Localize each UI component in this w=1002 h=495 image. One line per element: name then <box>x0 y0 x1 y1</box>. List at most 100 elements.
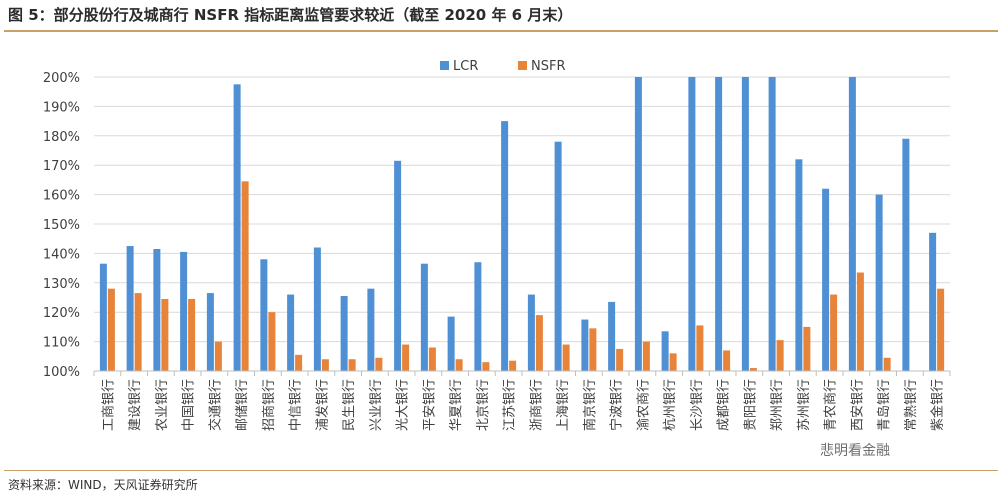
bar-nsfr <box>535 315 543 371</box>
bar-lcr <box>527 294 535 371</box>
bar-lcr <box>902 138 910 371</box>
title-rule <box>4 30 998 32</box>
category-label: 平安银行 <box>422 379 437 431</box>
bar-nsfr <box>749 368 757 371</box>
axes <box>93 370 951 376</box>
bar-nsfr <box>669 353 677 371</box>
bar-chart: 100% 110% 120% 130% 140% 150% 160% 170% 180% 190%… <box>43 59 951 431</box>
y-tick-label: 150% <box>43 218 80 233</box>
bar-nsfr <box>776 340 784 371</box>
watermark: 悲明看金融 <box>820 443 890 459</box>
figure-title: 图 5：部分股份行及城商行 NSFR 指标距离监管要求较近（截至 2020 年 … <box>8 6 573 24</box>
y-tick-label: 190% <box>43 100 80 115</box>
category-label: 成都银行 <box>717 379 732 431</box>
bar-lcr <box>875 194 883 371</box>
bar-nsfr <box>616 348 624 371</box>
bar-lcr <box>848 77 856 371</box>
y-tick-label: 160% <box>43 189 80 204</box>
category-label: 西安银行 <box>850 379 865 431</box>
bar-nsfr <box>188 298 196 371</box>
bar-lcr <box>313 247 321 371</box>
category-label: 上海银行 <box>556 379 571 431</box>
category-label: 青农商行 <box>824 379 839 431</box>
category-label: 浦发银行 <box>314 379 330 431</box>
bar-nsfr <box>642 341 650 371</box>
bar-nsfr <box>455 359 463 371</box>
bar-lcr <box>447 316 455 371</box>
bar-nsfr <box>482 362 490 371</box>
bars <box>99 77 945 371</box>
bar-lcr <box>822 188 830 371</box>
category-label: 农业银行 <box>155 379 170 431</box>
legend-swatch-lcr <box>440 61 449 70</box>
bar-nsfr <box>321 359 329 371</box>
category-label: 中信银行 <box>289 379 304 431</box>
category-label: 贵阳银行 <box>743 379 758 431</box>
bar-nsfr <box>696 325 704 371</box>
y-tick-label: 130% <box>43 277 80 292</box>
category-label: 交通银行 <box>207 379 223 431</box>
bar-lcr <box>474 262 482 371</box>
bar-nsfr <box>295 354 303 371</box>
bar-nsfr <box>134 293 142 371</box>
category-label: 紫金银行 <box>930 379 946 431</box>
bar-nsfr <box>214 341 222 371</box>
grid-lines <box>94 76 950 343</box>
bar-nsfr <box>107 288 115 371</box>
y-tick-label: 140% <box>43 247 80 262</box>
y-tick-label: 200% <box>43 71 80 86</box>
bar-lcr <box>153 248 161 371</box>
bar-lcr <box>340 296 348 371</box>
category-label: 民生银行 <box>342 379 357 431</box>
bar-lcr <box>180 251 188 371</box>
bar-lcr <box>795 159 803 371</box>
category-label: 工商银行 <box>101 379 116 431</box>
bar-lcr <box>688 77 696 371</box>
bar-nsfr <box>241 181 249 371</box>
bar-lcr <box>420 263 428 371</box>
category-label: 建设银行 <box>128 379 143 431</box>
bar-nsfr <box>161 298 169 371</box>
source-note: 资料来源：WIND，天风证券研究所 <box>8 478 198 492</box>
bar-nsfr <box>562 344 570 371</box>
bar-lcr <box>661 331 669 371</box>
bar-lcr <box>126 246 134 371</box>
category-label: 招商银行 <box>262 379 277 431</box>
bar-lcr <box>929 232 937 371</box>
category-label: 青岛银行 <box>876 379 892 431</box>
category-label: 常熟银行 <box>903 379 919 431</box>
bar-nsfr <box>428 347 436 371</box>
bar-nsfr <box>830 294 838 371</box>
bar-nsfr <box>803 326 811 371</box>
category-label: 中国银行 <box>182 379 197 431</box>
bar-nsfr <box>937 288 945 371</box>
category-label: 宁波银行 <box>609 379 625 431</box>
category-label: 华夏银行 <box>449 379 464 431</box>
bar-nsfr <box>589 328 597 371</box>
category-label: 邮储银行 <box>235 379 250 431</box>
bar-lcr <box>634 77 642 371</box>
x-axis-categories: 工商银行 建设银行 农业银行 中国银行 交通银行 邮储银行 招商银行 中信银行 浦发银行 民生银行… <box>101 379 945 431</box>
category-label: 渝农商行 <box>635 379 651 431</box>
category-label: 长沙银行 <box>690 379 705 431</box>
bar-nsfr <box>348 359 356 371</box>
bar-lcr <box>501 121 509 371</box>
legend: LCR NSFR <box>440 59 566 74</box>
bar-nsfr <box>375 357 383 371</box>
bar-nsfr <box>856 272 864 371</box>
source-rule <box>4 470 998 471</box>
bar-lcr <box>554 141 562 371</box>
bar-lcr <box>206 293 214 371</box>
y-tick-label: 110% <box>43 336 80 351</box>
bar-nsfr <box>509 360 517 371</box>
y-axis-ticks: 100% 110% 120% 130% 140% 150% 160% 170% 180% 190%… <box>43 71 80 380</box>
category-label: 郑州银行 <box>770 379 785 431</box>
bar-lcr <box>367 288 375 371</box>
y-tick-label: 180% <box>43 130 80 145</box>
bar-lcr <box>768 77 776 371</box>
bar-lcr <box>287 294 295 371</box>
category-label: 兴业银行 <box>369 379 384 431</box>
bar-lcr <box>581 319 589 371</box>
bar-lcr <box>715 77 723 371</box>
category-label: 苏州银行 <box>796 379 812 431</box>
